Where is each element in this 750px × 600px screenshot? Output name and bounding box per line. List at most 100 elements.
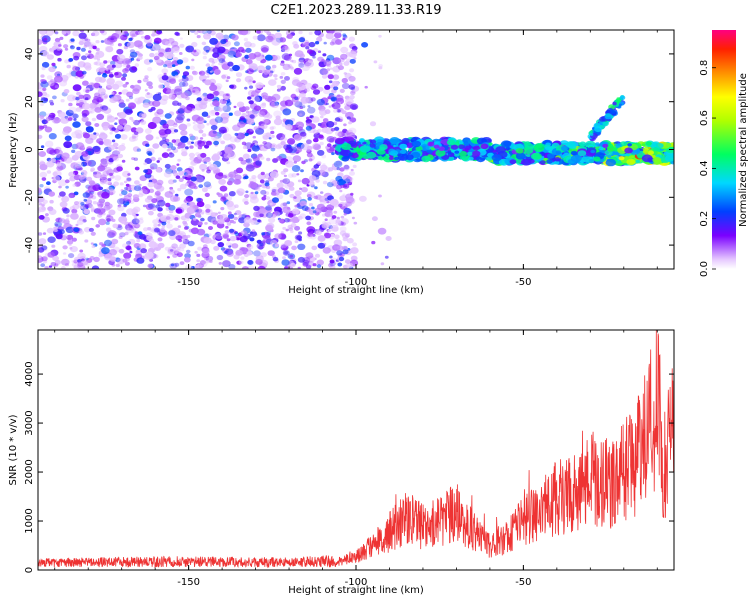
heatmap-cell [194,31,199,35]
heatmap-cell [53,117,61,124]
heatmap-cell [206,93,215,100]
heatmap-cell [282,133,286,137]
heatmap-cell [75,223,79,227]
heatmap-cell [277,142,284,149]
heatmap-cell [125,257,130,262]
heatmap-cell [203,33,211,40]
heatmap-cell [83,132,90,139]
heatmap-cell [114,62,123,69]
heatmap-cell [84,226,91,233]
heatmap-cell [64,115,69,119]
heatmap-cell [120,134,128,140]
heatmap-cell [80,202,85,206]
heatmap-cell [84,203,90,209]
heatmap-cell [274,243,279,247]
heatmap-cell [38,91,43,97]
heatmap-cell [147,263,154,269]
heatmap-cell [285,228,289,232]
heatmap-cell [319,141,324,146]
heatmap-cell [258,111,266,117]
heatmap-cell [204,79,212,86]
heatmap-cell [271,188,276,193]
heatmap-cell [331,102,341,110]
heatmap-cell [145,134,154,141]
heatmap-cell [328,217,338,225]
heatmap-cell [85,89,90,94]
heatmap-cell [226,76,231,80]
heatmap-cell [180,130,188,136]
heatmap-cell [129,250,133,254]
heatmap-cell [324,197,330,202]
heatmap-cell [190,218,200,226]
heatmap-cell [191,141,194,144]
heatmap-cell [170,195,179,203]
heatmap-cell [71,262,77,267]
heatmap-cell [326,204,335,211]
heatmap-cell [177,102,182,106]
heatmap-cell [265,224,274,231]
heatmap-cell [123,180,128,184]
heatmap-cell [186,206,196,214]
heatmap-cell [400,149,407,154]
heatmap-cell [289,193,295,199]
heatmap-cell [54,221,62,228]
heatmap-cell [322,180,328,185]
heatmap-cell [157,59,162,63]
colorbar-tick-label: 0.8 [699,60,710,76]
heatmap-cell [266,114,273,119]
heatmap-cell [126,208,135,216]
heatmap-cell [271,126,276,130]
heatmap-cell [168,152,175,158]
heatmap-cell [136,100,141,105]
heatmap-cell [85,53,89,56]
heatmap-cell [245,158,253,164]
heatmap-cell [336,184,343,190]
heatmap-cell [212,90,220,97]
heatmap-cell [305,264,312,269]
heatmap-cell [144,128,152,134]
heatmap-cell [249,128,254,132]
heatmap-cell [186,234,191,238]
heatmap-cell [233,216,238,221]
heatmap-cell [138,183,142,187]
heatmap-cell [283,54,292,61]
heatmap-cell [210,239,216,245]
heatmap-cell [458,141,464,145]
heatmap-cell [152,43,161,51]
heatmap-cell [364,85,368,89]
heatmap-cell [255,255,264,262]
heatmap-cell [174,116,184,124]
heatmap-cell [176,252,183,258]
heatmap-cell [515,148,524,154]
heatmap-cell [315,179,320,183]
heatmap-cell [249,114,255,119]
heatmap-cell [66,64,71,69]
heatmap-cell [244,201,249,205]
heatmap-cell [570,150,578,156]
heatmap-cell [172,179,177,183]
heatmap-cell [45,213,49,217]
heatmap-cell [316,259,324,266]
heatmap-cell [236,132,246,140]
heatmap-cell [317,161,322,165]
heatmap-cell [214,116,223,123]
heatmap-cell [247,96,252,100]
heatmap-cell [175,175,181,179]
heatmap-cell [185,195,194,202]
heatmap-cell [116,258,125,265]
heatmap-cell [54,75,63,83]
snr-x-ticks: -150 -100 -50 [54,330,658,588]
heatmap-cell [288,186,295,191]
heatmap-cell [123,58,132,65]
heatmap-cell [607,154,612,158]
heatmap-cell [327,167,334,172]
heatmap-cell [352,242,358,247]
heatmap-cell [447,151,452,155]
heatmap-cell [111,139,116,143]
heatmap-cell [101,159,109,166]
heatmap-cell [338,256,345,262]
heatmap-cell [124,186,129,191]
heatmap-cell [63,44,69,49]
heatmap-cell [306,152,313,158]
